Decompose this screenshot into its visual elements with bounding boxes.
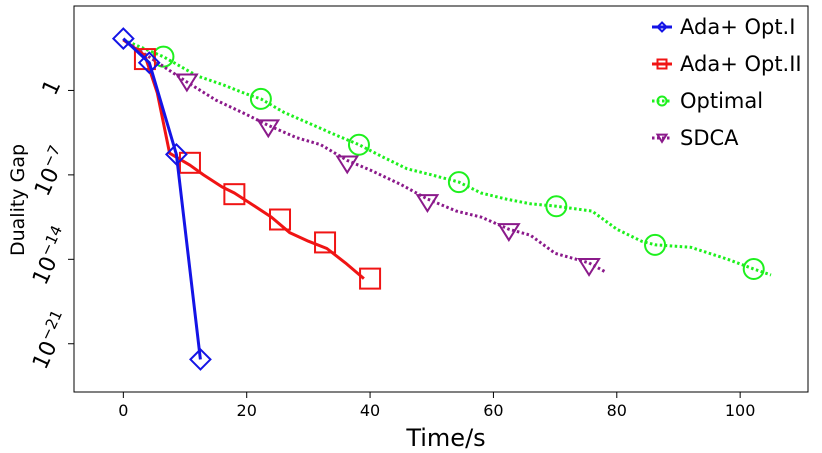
series-line [122, 38, 772, 277]
legend-entry: Ada+ Opt.I [652, 15, 795, 39]
x-tick-label: 20 [237, 401, 257, 420]
series-marker [137, 51, 161, 75]
series-marker [415, 194, 440, 214]
series-marker [314, 231, 337, 254]
legend-label: SDCA [680, 126, 739, 150]
series-line [122, 37, 202, 360]
series-marker [223, 183, 246, 206]
x-tick-label: 100 [725, 401, 756, 420]
x-tick-label: 40 [360, 401, 380, 420]
series-ada-opt-i [111, 27, 212, 371]
legend: Ada+ Opt.I Ada+ Opt.II Optimal SDCA [652, 15, 802, 150]
series-marker [347, 133, 370, 156]
series-line [122, 38, 365, 280]
series-marker [447, 171, 470, 194]
series-marker [577, 258, 601, 277]
y-axis-title: Duality Gap [7, 144, 29, 256]
x-axis-title: Time/s [405, 424, 485, 452]
series-sdca [122, 38, 606, 277]
legend-label: Ada+ Opt.I [680, 15, 795, 39]
series-marker [249, 87, 272, 110]
series-optimal [122, 38, 772, 280]
plot-area-frame [73, 5, 809, 393]
x-tick-label: 0 [118, 401, 128, 420]
legend-entry: Optimal [652, 89, 763, 113]
series-marker [359, 267, 382, 290]
x-tick-label: 60 [483, 401, 503, 420]
legend-marker [655, 133, 669, 144]
series-layer [111, 27, 772, 371]
series-line [122, 38, 606, 273]
legend-marker [656, 58, 668, 70]
legend-marker [656, 21, 668, 33]
legend-entry: Ada+ Opt.II [652, 52, 802, 76]
series-marker [497, 223, 521, 242]
series-marker [545, 195, 568, 218]
legend-label: Ada+ Opt.II [680, 52, 802, 76]
series-marker [256, 119, 281, 139]
series-marker [742, 257, 765, 280]
x-axis-ticks: 0 20 40 60 80 100 [118, 392, 755, 420]
legend-marker [656, 95, 668, 107]
x-tick-label: 80 [607, 401, 627, 420]
series-marker [175, 73, 199, 93]
series-marker [269, 208, 292, 231]
series-marker [178, 151, 201, 174]
series-marker [111, 27, 135, 50]
series-marker [189, 348, 212, 371]
series-marker [644, 233, 667, 256]
legend-entry: SDCA [652, 126, 739, 150]
legend-label: Optimal [680, 89, 763, 113]
series-marker [164, 142, 188, 166]
series-marker [335, 155, 360, 175]
